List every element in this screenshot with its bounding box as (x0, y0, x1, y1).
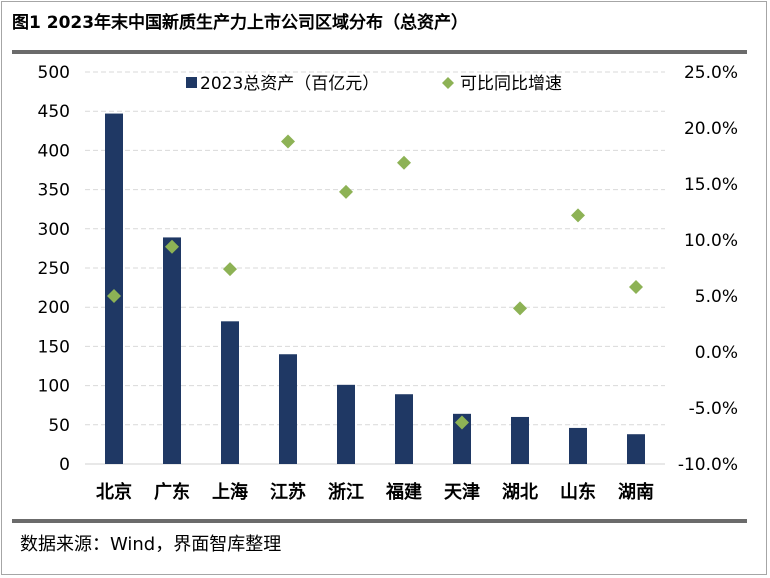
category-label: 浙江 (328, 481, 364, 503)
bar-1 (163, 237, 181, 464)
bar-6 (453, 413, 471, 464)
bar-5 (395, 394, 413, 464)
category-label: 广东 (154, 481, 190, 503)
left-tick-label: 450 (38, 102, 70, 122)
left-tick-label: 100 (38, 377, 70, 397)
bar-4 (337, 384, 355, 464)
legend: 2023总资产（百亿元） 可比同比增速 (186, 74, 562, 94)
left-tick-label: 250 (38, 259, 70, 279)
legend-growth-swatch (442, 77, 454, 89)
bar-3 (279, 354, 297, 464)
left-axis-ticks: 0 50 100 150 200 250 300 350 400 450 500 (38, 63, 70, 475)
category-label: 天津 (444, 481, 480, 503)
category-labels: 北京 广东 上海 江苏 浙江 福建 天津 湖北 山东 湖南 (96, 481, 654, 503)
legend-growth-label: 可比同比增速 (460, 74, 562, 94)
bottom-rule (12, 519, 747, 523)
growth-series (107, 134, 643, 430)
left-tick-label: 200 (38, 298, 70, 318)
category-label: 上海 (212, 481, 248, 503)
bar-0 (105, 113, 123, 464)
right-tick-label: 0.0% (695, 343, 738, 363)
top-rule (12, 50, 747, 54)
source-note: 数据来源：Wind，界面智库整理 (20, 534, 282, 555)
bar-9 (627, 434, 645, 464)
growth-marker-5 (397, 155, 411, 170)
growth-marker-3 (281, 134, 295, 149)
category-label: 北京 (96, 481, 132, 503)
bar-7 (511, 416, 529, 464)
right-tick-label: 25.0% (684, 63, 738, 83)
category-label: 湖南 (618, 481, 654, 503)
chart-title: 图1 2023年末中国新质生产力上市公司区域分布（总资产） (12, 13, 469, 33)
growth-marker-4 (339, 184, 353, 199)
growth-marker-9 (629, 280, 643, 295)
bar-series (105, 113, 645, 464)
legend-bar-label: 2023总资产（百亿元） (200, 74, 379, 94)
right-tick-label: 5.0% (695, 287, 738, 307)
left-tick-label: 150 (38, 337, 70, 357)
growth-marker-6 (455, 415, 469, 430)
category-label: 江苏 (270, 481, 306, 503)
category-label: 福建 (385, 481, 422, 503)
left-tick-label: 350 (38, 181, 70, 201)
growth-marker-1 (165, 239, 179, 254)
right-tick-label: 15.0% (684, 175, 738, 195)
bar-2 (221, 321, 239, 464)
left-tick-label: 0 (59, 455, 70, 475)
right-tick-label: -10.0% (678, 455, 738, 475)
left-tick-label: 400 (38, 141, 70, 161)
growth-marker-7 (513, 301, 527, 316)
growth-marker-0 (107, 289, 121, 303)
grid-lines (85, 71, 665, 465)
growth-marker-2 (223, 262, 237, 277)
category-label: 山东 (560, 481, 596, 503)
bar-8 (569, 427, 587, 464)
left-tick-label: 500 (38, 63, 70, 83)
growth-marker-8 (571, 208, 585, 223)
right-tick-label: 20.0% (684, 119, 738, 139)
right-tick-label: -5.0% (689, 399, 738, 419)
legend-bar-swatch (186, 77, 197, 88)
right-axis-ticks: -10.0% -5.0% 0.0% 5.0% 10.0% 15.0% 20.0% 25.0% (678, 63, 738, 475)
category-label: 湖北 (502, 482, 538, 503)
left-tick-label: 300 (38, 220, 70, 240)
right-tick-label: 10.0% (684, 231, 738, 251)
left-tick-label: 50 (48, 416, 70, 436)
